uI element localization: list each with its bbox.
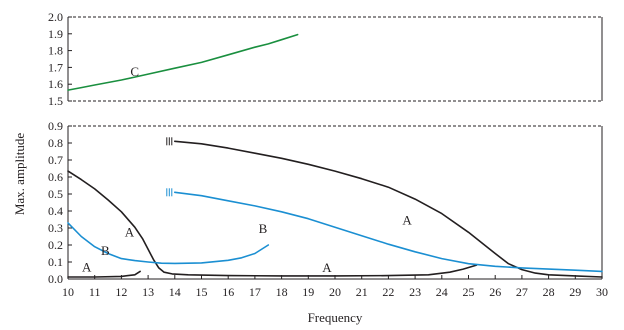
y-tick-label: 0.1	[48, 255, 63, 269]
y-tick-label: 2.0	[48, 10, 63, 24]
curve-label-a: A	[82, 259, 92, 274]
upper-panel: 1.5 1.6 1.7 1.8 1.9 2.0 C	[48, 10, 603, 108]
lower-panel: 0.0 0.1 0.2 0.3 0.4 0.5 0.6 0.7 0.8 0.9 10 11 12 13 14…	[48, 119, 608, 299]
y-tick-label: 0.6	[48, 170, 63, 184]
x-tick-label: 25	[463, 285, 475, 299]
x-tick-label: 27	[516, 285, 528, 299]
curve-label-b: B	[101, 243, 110, 258]
y-tick-label: 0.8	[48, 136, 63, 150]
curve-label-b: B	[259, 221, 268, 236]
curve-label-a: A	[402, 213, 412, 228]
x-tick-label: 12	[115, 285, 127, 299]
x-tick-label: 29	[569, 285, 581, 299]
y-tick-label: 1.6	[48, 77, 63, 91]
y-tick-label: 0.9	[48, 119, 63, 133]
series-line-c	[67, 33, 299, 91]
y-tick-label: 0.3	[48, 221, 63, 235]
x-tick-label: 26	[489, 285, 501, 299]
x-axis-title: Frequency	[308, 310, 363, 325]
x-tick-label: 13	[142, 285, 154, 299]
y-tick-label: 0.2	[48, 238, 63, 252]
x-tick-label: 18	[276, 285, 288, 299]
y-tick-label: 0.4	[48, 204, 63, 218]
curve-label-a: A	[125, 225, 135, 240]
curve-label-a: A	[322, 260, 332, 275]
x-tick-label: 11	[89, 285, 101, 299]
y-tick-label: 1.9	[48, 27, 63, 41]
x-tick-label: 30	[596, 285, 608, 299]
curve-label-c: C	[130, 64, 139, 79]
x-tick-label: 16	[222, 285, 234, 299]
x-tick-label: 23	[409, 285, 421, 299]
x-tick-label: 17	[249, 285, 261, 299]
x-tick-label: 19	[302, 285, 314, 299]
x-tick-label: 10	[62, 285, 74, 299]
series-line-a	[67, 170, 478, 277]
series-line-a	[67, 270, 141, 278]
y-tick-label: 1.5	[48, 94, 63, 108]
y-tick-label: 1.8	[48, 44, 63, 58]
x-tick-label: 22	[382, 285, 394, 299]
x-tick-label: 21	[356, 285, 368, 299]
x-tick-label: 20	[329, 285, 341, 299]
x-tick-label: 14	[169, 285, 181, 299]
x-tick-label: 15	[196, 285, 208, 299]
y-tick-label: 1.7	[48, 60, 63, 74]
y-tick-label: 0.7	[48, 153, 63, 167]
y-tick-label: 0.0	[48, 272, 63, 286]
y-axis-title: Max. amplitude	[12, 133, 27, 216]
series-line-a	[174, 140, 603, 278]
x-tick-label: 24	[436, 285, 448, 299]
series-line-b	[174, 191, 603, 273]
x-tick-label: 28	[543, 285, 555, 299]
y-tick-label: 0.5	[48, 187, 63, 201]
series-line-b	[67, 222, 270, 265]
